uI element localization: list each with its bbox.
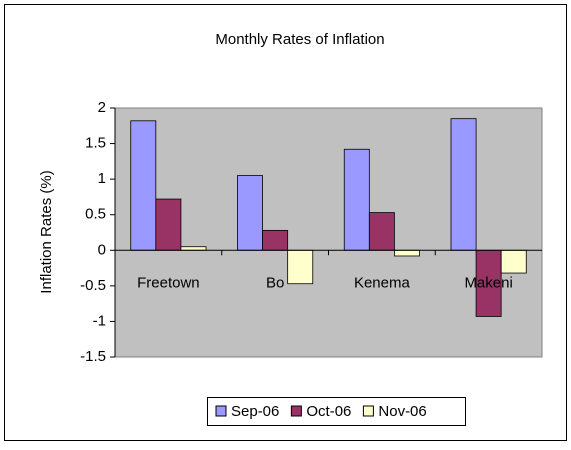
bar (262, 229, 289, 251)
bar (287, 249, 314, 285)
y-tick-label: 2 (98, 99, 106, 116)
legend-swatch (362, 405, 374, 417)
bar (450, 118, 477, 251)
y-tick-label: 0 (98, 241, 106, 258)
legend-label: Oct-06 (306, 403, 351, 420)
legend (207, 397, 466, 426)
bar (394, 249, 420, 257)
bar (130, 120, 157, 251)
chart-title: Monthly Rates of Inflation (215, 31, 384, 48)
x-tick-label: Bo (266, 274, 284, 291)
bar (343, 148, 370, 251)
x-tick-label: Kenema (354, 274, 411, 291)
bar (368, 212, 395, 251)
y-tick-label: -0.5 (80, 277, 106, 294)
y-tick-label: 0.5 (85, 206, 106, 223)
bar (155, 198, 182, 251)
x-tick-label: Freetown (137, 274, 200, 291)
bar (180, 246, 207, 251)
legend-swatch (215, 405, 227, 417)
legend-label: Nov-06 (378, 403, 426, 420)
y-tick-label: 1 (98, 170, 106, 187)
y-tick-label: 1.5 (85, 135, 106, 152)
bar (500, 249, 527, 274)
y-axis-label: Inflation Rates (%) (38, 170, 55, 293)
legend-label: Sep-06 (231, 403, 279, 420)
x-tick-label: Makeni (464, 274, 512, 291)
legend-swatch (290, 405, 302, 417)
y-tick-label: -1.5 (80, 348, 106, 365)
y-tick-label: -1 (93, 312, 106, 329)
bar (237, 175, 263, 251)
